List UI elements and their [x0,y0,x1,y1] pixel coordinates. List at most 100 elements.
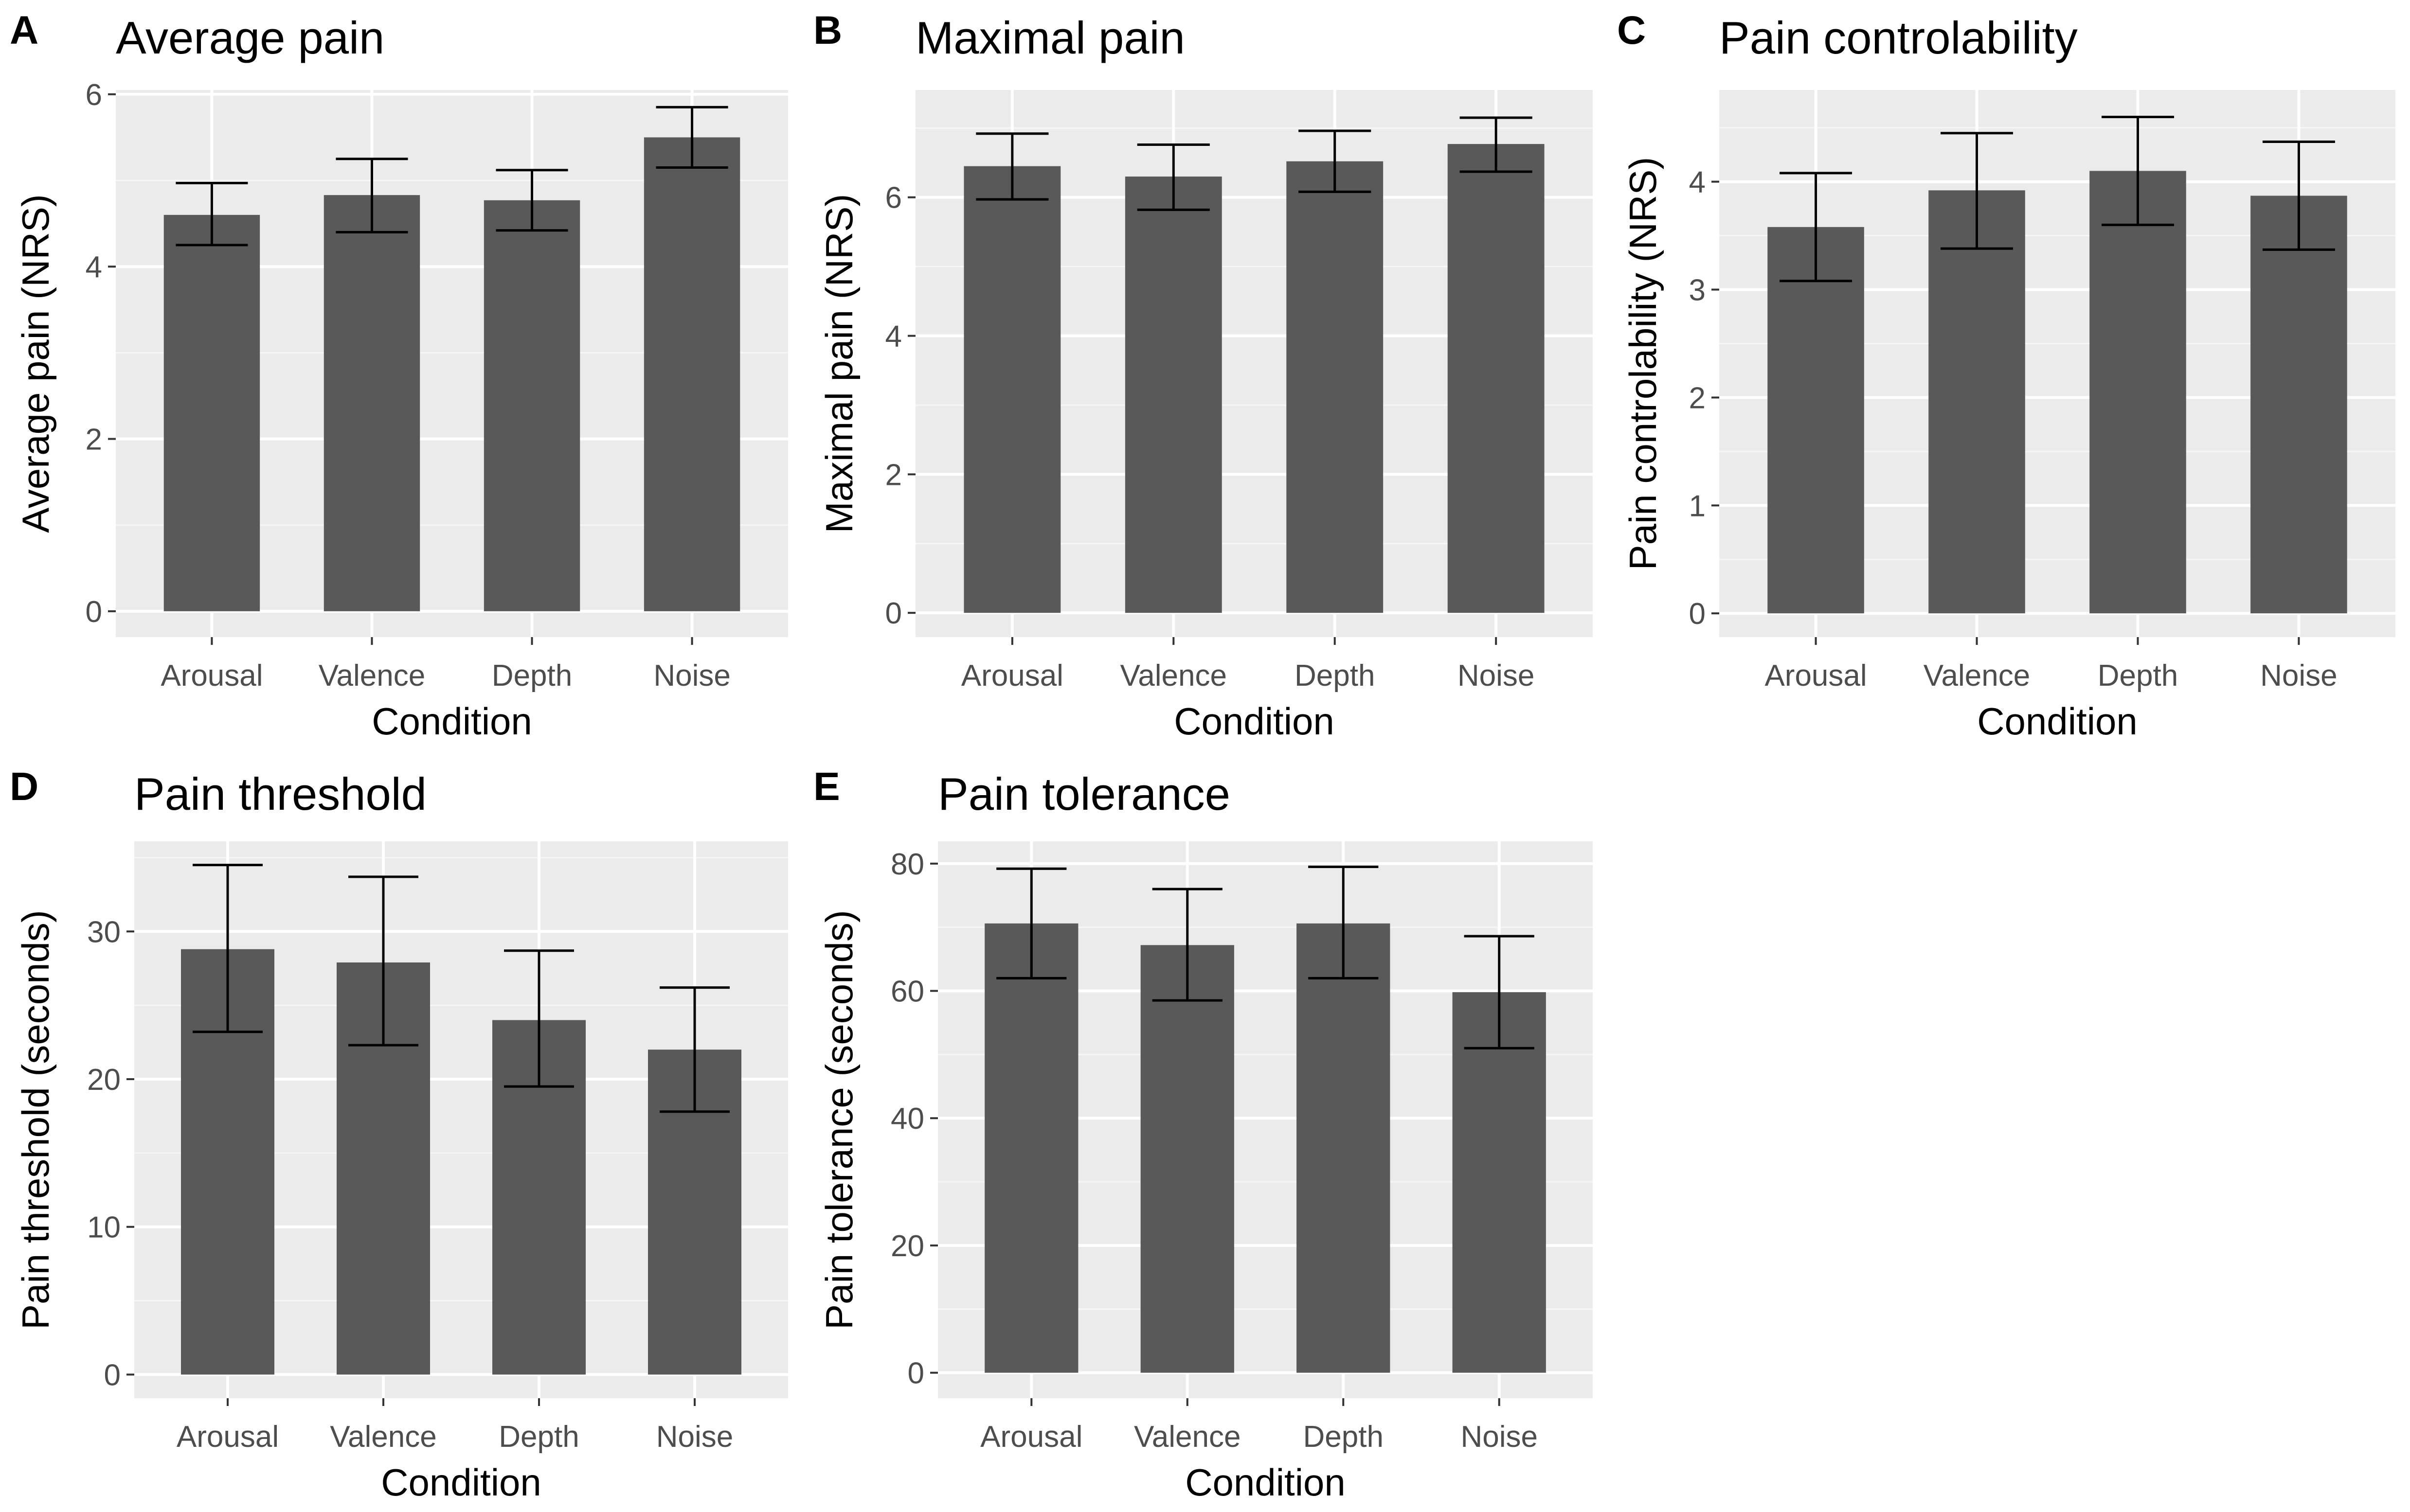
error-bar-valence [1137,143,1210,211]
error-bar-arousal [176,181,248,247]
x-axis-title: Condition [372,700,532,743]
chart-pain-tolerance: E Pain tolerance 0 20 40 60 80 Arousal Valence De… [813,765,1593,1504]
y-tick-label: 6 [86,78,102,112]
error-bar-arousal [996,867,1067,979]
y-tick-label: 0 [86,595,102,629]
y-tick-label: 6 [885,181,902,215]
bar-noise [1447,144,1545,613]
y-tick-label: 20 [87,1063,121,1097]
error-bar-depth [1308,865,1379,979]
x-axis-title: Condition [381,1461,541,1504]
x-tick-label-depth: Depth [1295,659,1375,693]
bar-valence [1928,190,2025,614]
y-tick-label: 4 [86,250,102,284]
error-bar-arousal [193,864,263,1033]
panel-e: E Pain tolerance 0 20 40 60 80 Arousal Valence De… [804,756,1607,1512]
bar-valence [1125,177,1222,613]
x-tick-label-noise: Noise [1460,1420,1538,1454]
error-bar-depth [496,169,568,232]
x-tick-label-depth: Depth [2098,659,2178,693]
bar-arousal [163,214,260,611]
panel-b: B Maximal pain 0 2 4 6 Arousal Valence Depth Nois… [804,0,1607,756]
y-tick-label: 0 [908,1357,924,1390]
x-tick-label-arousal: Arousal [980,1420,1082,1454]
chart-title: Average pain [116,12,384,63]
x-tick-label-arousal: Arousal [177,1420,279,1454]
panel-letter: E [813,765,840,809]
bar-arousal [964,166,1061,613]
y-tick-label: 80 [891,848,924,881]
y-axis-title: Average pain (NRS) [14,194,57,533]
error-bar-valence [348,875,418,1047]
bar-depth [484,200,580,611]
x-tick-label-valence: Valence [1134,1420,1241,1454]
error-bar-valence [1152,888,1223,1002]
x-tick-label-depth: Depth [499,1420,579,1454]
y-tick-label: 1 [1689,489,1706,523]
x-tick-label-noise: Noise [1457,659,1535,693]
chart-title: Pain threshold [134,768,427,819]
chart-pain-controlability: C Pain controlability 0 1 2 3 4 Arousal Valence D… [1617,8,2395,743]
x-tick-label-arousal: Arousal [961,659,1063,693]
y-tick-label: 0 [1689,597,1706,631]
error-bar-valence [336,158,408,233]
x-tick-label-arousal: Arousal [1764,659,1867,693]
y-tick-label: 0 [885,597,902,630]
x-tick-label-valence: Valence [1120,659,1227,693]
x-tick-label-noise: Noise [2260,659,2338,693]
error-bar-noise [2262,141,2335,251]
x-tick-label-arousal: Arousal [161,659,263,693]
x-tick-label-valence: Valence [1924,659,2030,693]
y-tick-label: 40 [891,1102,924,1136]
y-axis-title: Pain threshold (seconds) [14,910,57,1330]
y-tick-label: 2 [86,423,102,457]
x-tick-label-depth: Depth [492,659,572,693]
y-tick-label: 0 [104,1358,121,1392]
panel-letter: A [10,8,38,53]
bar-valence [1140,945,1234,1373]
bar-arousal [985,923,1079,1373]
y-axis-title: Pain tolerance (seconds) [818,910,861,1330]
panel-a: A Average pain 0 2 4 6 Arousal Valence Depth Nois… [0,0,804,756]
y-tick-label: 4 [1689,166,1706,199]
error-bar-noise [1459,116,1532,173]
y-axis-title: Maximal pain (NRS) [818,194,861,534]
x-tick-label-noise: Noise [653,659,731,693]
error-bar-depth [1298,129,1371,193]
bar-noise [1452,992,1546,1373]
y-tick-label: 4 [885,320,902,354]
chart-maximal-pain: B Maximal pain 0 2 4 6 Arousal Valence Depth Nois… [813,8,1593,743]
panel-letter: B [813,8,842,53]
error-bar-noise [1464,935,1534,1050]
error-bar-noise [656,106,728,169]
bar-arousal [1767,227,1864,614]
error-bar-arousal [1780,172,1852,283]
chart-title: Pain controlability [1719,12,2078,63]
panel-c: C Pain controlability 0 1 2 3 4 Arousal Valence D… [1607,0,2410,756]
x-axis-title: Condition [1977,700,2138,743]
x-axis-title: Condition [1174,700,1334,743]
x-tick-label-valence: Valence [319,659,425,693]
chart-pain-threshold: D Pain threshold 0 10 20 30 Arousal Valence Dept… [10,765,788,1504]
bar-valence [324,195,420,611]
x-tick-label-valence: Valence [330,1420,436,1454]
x-axis-title: Condition [1185,1461,1346,1504]
chart-title: Pain tolerance [938,768,1230,819]
error-bar-noise [660,986,730,1113]
panel-letter: D [10,765,38,809]
y-tick-label: 2 [1689,381,1706,415]
bar-depth [2089,171,2186,614]
bar-depth [1286,161,1384,613]
error-bar-depth [504,949,574,1088]
y-tick-label: 10 [87,1211,121,1245]
x-tick-label-noise: Noise [656,1420,734,1454]
y-tick-label: 20 [891,1229,924,1263]
bar-depth [1296,923,1390,1373]
y-tick-label: 30 [87,915,121,949]
error-bar-arousal [976,132,1049,201]
chart-title: Maximal pain [916,12,1185,63]
y-tick-label: 3 [1689,274,1706,307]
y-tick-label: 60 [891,975,924,1009]
bar-noise [644,137,740,611]
panel-letter: C [1617,8,1646,53]
